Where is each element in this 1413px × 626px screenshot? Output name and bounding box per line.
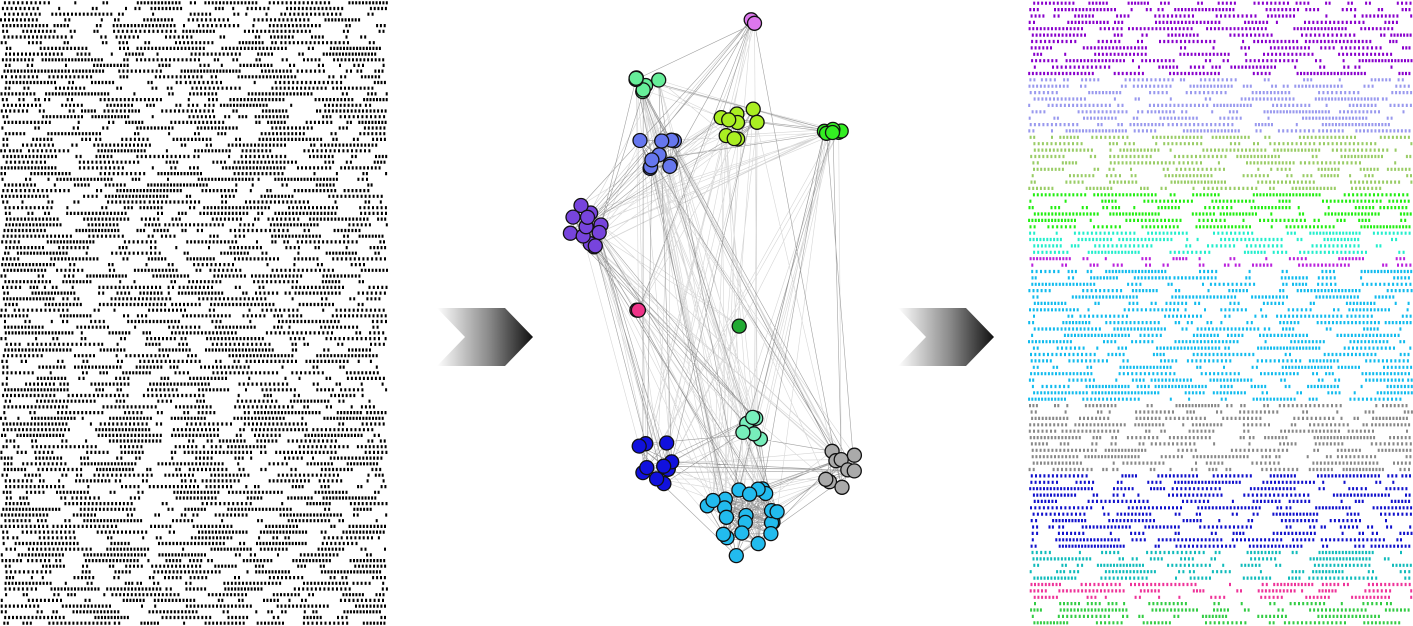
node-sky-blue <box>764 527 778 541</box>
raster-band <box>0 1 388 625</box>
spike-marks <box>1029 232 1411 254</box>
spike-marks <box>1030 583 1413 599</box>
sorted-raster-plot <box>1028 0 1413 626</box>
node-light-teal <box>746 410 760 424</box>
raster-band-green <box>1028 193 1412 228</box>
node-sky-blue <box>770 505 784 519</box>
spike-marks <box>1030 551 1412 580</box>
raw-spike-raster <box>0 0 388 626</box>
spike-marks <box>1028 270 1413 401</box>
node-periwinkle <box>645 153 659 167</box>
cluster-network-graph <box>560 0 880 626</box>
node-yellow-green <box>727 132 741 146</box>
chevron-right-icon <box>898 308 994 366</box>
raster-band-lavender <box>1028 78 1412 132</box>
node-sky-blue <box>743 487 757 501</box>
node-mint <box>629 71 643 85</box>
raw-raster-plot <box>0 0 388 626</box>
spike-marks <box>0 1 388 625</box>
node-dark-green <box>732 319 746 333</box>
raster-band-magenta <box>1030 257 1412 267</box>
spike-marks <box>1029 474 1412 548</box>
network-graph <box>560 0 880 626</box>
spike-marks <box>1028 136 1412 190</box>
node-periwinkle <box>663 159 677 173</box>
node-green <box>826 126 840 140</box>
network-nodes <box>563 13 861 563</box>
node-periwinkle <box>633 134 647 148</box>
node-violet-pair <box>748 16 762 30</box>
weak-edges <box>570 20 854 556</box>
sorted-spike-raster <box>1028 0 1413 626</box>
node-purple <box>588 239 602 253</box>
spike-marks <box>1028 78 1412 132</box>
spike-marks <box>1030 602 1410 624</box>
node-yellow-green <box>746 102 760 116</box>
node-sky-blue <box>729 549 743 563</box>
chevron-right-icon <box>437 308 533 366</box>
node-yellow-green <box>722 113 736 127</box>
node-yellow-green <box>750 115 764 129</box>
raster-band-pink <box>1030 583 1413 599</box>
node-sky-blue <box>751 537 765 551</box>
node-blue <box>640 461 654 475</box>
spike-marks <box>1030 257 1412 267</box>
raster-band-purple <box>1028 2 1412 76</box>
raster-band-sky-blue <box>1028 270 1413 401</box>
node-blue <box>660 436 674 450</box>
spike-marks <box>1028 193 1412 228</box>
network-edges <box>570 20 854 556</box>
node-gray <box>819 472 833 486</box>
node-gray <box>835 480 849 494</box>
node-pink <box>631 303 645 317</box>
node-gray <box>847 448 861 462</box>
arrow-network-to-sorted <box>898 308 994 366</box>
spike-marks <box>1029 404 1413 471</box>
node-light-teal <box>736 425 750 439</box>
node-sky-blue <box>716 527 730 541</box>
spike-marks <box>1028 2 1412 76</box>
arrow-raw-to-network <box>437 308 533 366</box>
node-periwinkle <box>655 134 669 148</box>
node-blue <box>632 439 646 453</box>
node-purple <box>563 226 577 240</box>
node-blue <box>650 472 664 486</box>
node-mint <box>652 73 666 87</box>
raster-band-gray <box>1029 404 1413 471</box>
node-gray <box>847 464 861 478</box>
node-sky-blue <box>735 526 749 540</box>
raster-band-teal <box>1030 551 1412 580</box>
node-sky-blue <box>706 494 720 508</box>
raster-band-cyan <box>1029 232 1411 254</box>
raster-band-blue <box>1029 474 1412 548</box>
node-sky-blue <box>719 510 733 524</box>
node-purple <box>581 210 595 224</box>
raster-band-olive-green <box>1028 136 1412 190</box>
node-blue <box>657 459 671 473</box>
raster-band-bright-green <box>1030 602 1410 624</box>
node-purple <box>566 210 580 224</box>
